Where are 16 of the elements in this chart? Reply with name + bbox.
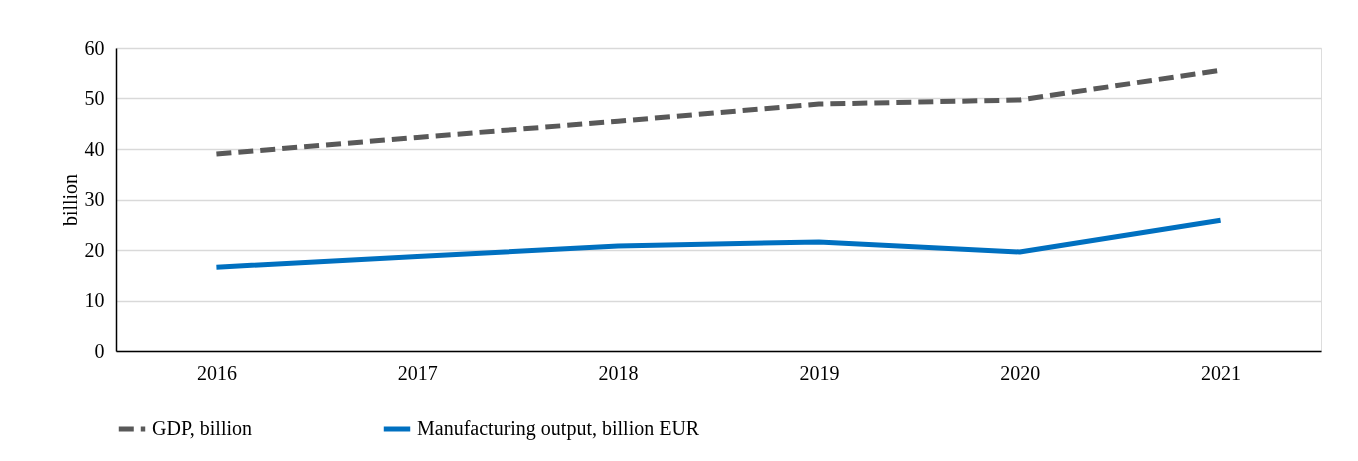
x-tick-label: 2018 — [598, 361, 639, 384]
y-tick-label: 30 — [84, 188, 105, 210]
x-tick-label: 2019 — [799, 361, 840, 384]
y-tick-label: 60 — [84, 36, 105, 59]
x-tick-label: 2017 — [397, 361, 438, 384]
y-axis-title: billion — [58, 173, 81, 227]
legend-label: Manufacturing output, billion EUR — [417, 417, 700, 440]
x-tick-label: 2021 — [1201, 361, 1242, 384]
x-tick-label: 2016 — [196, 361, 237, 384]
y-tick-label: 10 — [84, 289, 105, 311]
y-tick-label: 0 — [94, 339, 105, 362]
legend-label: GDP, billion — [152, 417, 253, 439]
y-tick-label: 50 — [84, 87, 105, 109]
y-tick-label: 40 — [84, 137, 105, 160]
y-tick-label: 20 — [84, 238, 105, 261]
x-tick-label: 2020 — [1000, 361, 1041, 384]
